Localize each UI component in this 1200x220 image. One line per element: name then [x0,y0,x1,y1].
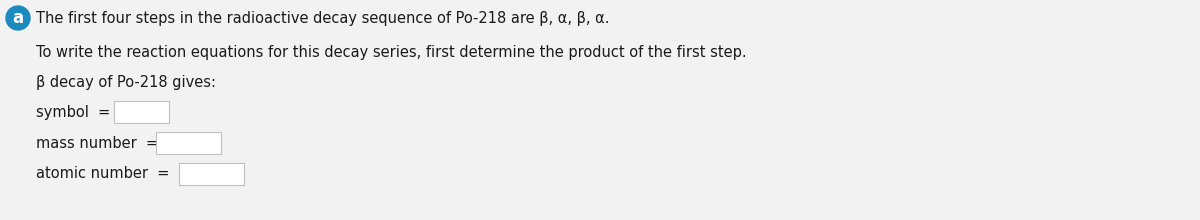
FancyBboxPatch shape [179,163,244,185]
Text: To write the reaction equations for this decay series, first determine the produ: To write the reaction equations for this… [36,44,746,59]
Circle shape [6,6,30,30]
Text: mass number  =: mass number = [36,136,158,150]
FancyBboxPatch shape [156,132,221,154]
Text: The first four steps in the radioactive decay sequence of Po-218 are β, α, β, α.: The first four steps in the radioactive … [36,11,610,26]
Text: atomic number  =: atomic number = [36,167,169,181]
Text: symbol  =: symbol = [36,104,110,119]
Text: β decay of Po-218 gives:: β decay of Po-218 gives: [36,75,216,90]
Text: a: a [12,9,24,27]
FancyBboxPatch shape [114,101,169,123]
